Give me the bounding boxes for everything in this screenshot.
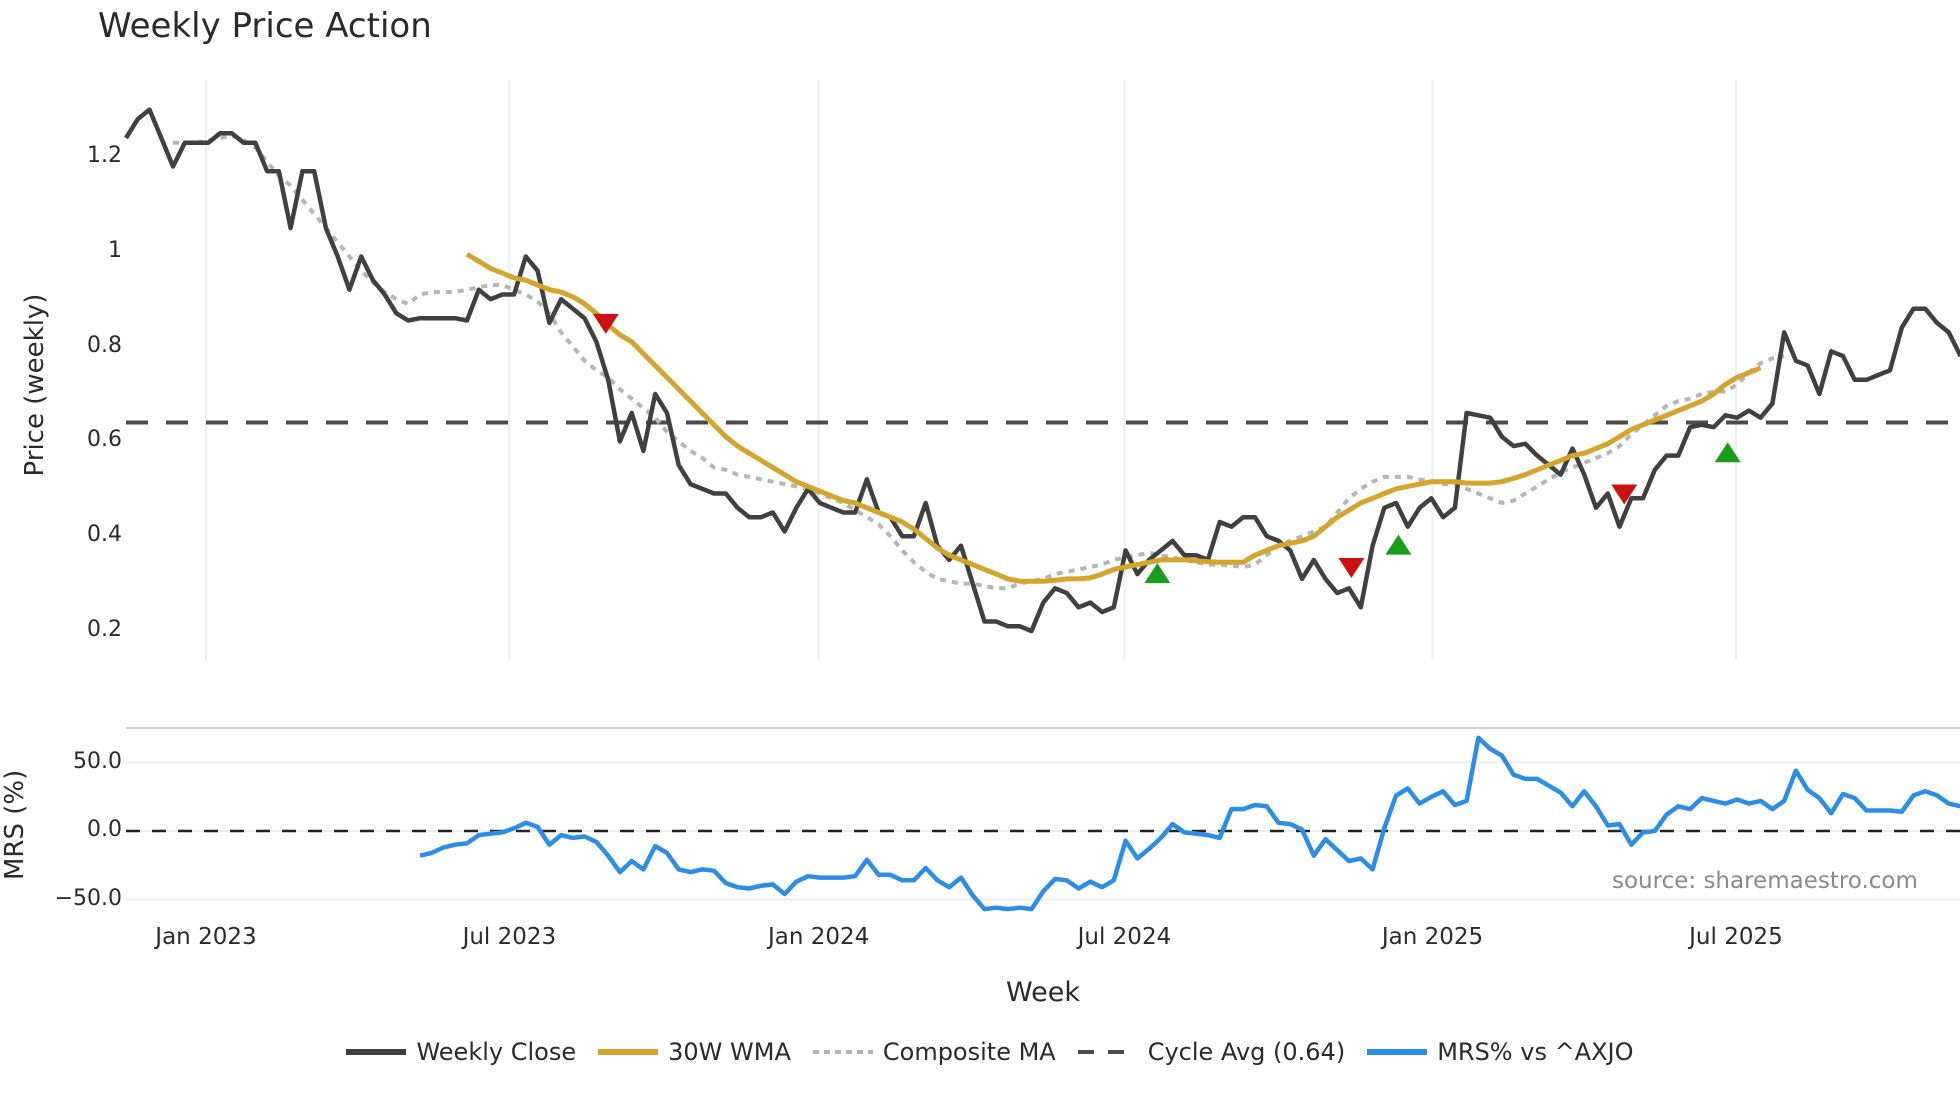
price-tick-label: 0.6 — [87, 427, 122, 453]
legend-item-weekly-close[interactable]: Weekly Close — [346, 1038, 576, 1066]
legend-item-30w-wma[interactable]: 30W WMA — [598, 1038, 791, 1066]
gridlines — [126, 80, 1960, 901]
mrs-axis-label: MRS (%) — [0, 769, 30, 880]
source-note: source: sharemaestro.com — [1612, 868, 1918, 894]
buy-signal-icon — [1144, 563, 1171, 584]
x-tick-label: Jan 2024 — [768, 924, 870, 950]
x-tick-label: Jul 2024 — [1077, 924, 1172, 950]
mrs-tick-label: 0.0 — [87, 817, 122, 842]
buy-signal-icon — [1714, 442, 1741, 463]
sell-signal-icon — [592, 313, 619, 334]
legend-label: MRS% vs ^AXJO — [1437, 1038, 1634, 1066]
sell-signal-icon — [1338, 558, 1365, 579]
x-tick-label: Jul 2023 — [462, 924, 557, 950]
dashed-line-icon — [1077, 1050, 1138, 1054]
buy-signal-icon — [1385, 534, 1412, 555]
chart-title: Weekly Price Action — [98, 6, 432, 46]
legend-label: Weekly Close — [416, 1038, 577, 1066]
solid-line-icon — [1367, 1049, 1428, 1055]
x-tick-label: Jan 2025 — [1381, 924, 1484, 950]
mrs-tick-label: −50.0 — [54, 885, 122, 911]
legend-item-mrs[interactable]: MRS% vs ^AXJO — [1367, 1038, 1634, 1066]
solid-line-icon — [598, 1049, 659, 1055]
weekly-close-line — [124, 107, 1960, 634]
mrs-line — [419, 735, 1960, 912]
price-axis-label: Price (weekly) — [20, 293, 50, 477]
x-tick-label: Jan 2023 — [155, 924, 257, 950]
wma-30w-line — [465, 252, 1762, 584]
sell-signal-icon — [1611, 484, 1638, 505]
x-tick-label: Jul 2025 — [1689, 924, 1783, 950]
legend-label: Cycle Avg (0.64) — [1147, 1038, 1346, 1066]
signal-markers — [592, 313, 1741, 584]
price-tick-label: 1 — [108, 237, 122, 263]
composite-ma-line — [173, 133, 1785, 591]
legend: Weekly Close 30W WMA Composite MA Cycle … — [0, 1038, 1960, 1066]
price-tick-label: 0.4 — [87, 522, 122, 548]
reference-lines — [126, 420, 1960, 833]
mrs-tick-label: 50.0 — [73, 748, 122, 774]
legend-item-composite-ma[interactable]: Composite MA — [812, 1038, 1056, 1066]
price-tick-label: 0.2 — [87, 617, 122, 642]
dotted-line-icon — [812, 1050, 873, 1054]
x-axis-label: Week — [1006, 977, 1080, 1008]
price-tick-label: 0.8 — [87, 332, 122, 358]
solid-line-icon — [346, 1049, 407, 1055]
legend-label: 30W WMA — [668, 1038, 791, 1066]
price-tick-label: 1.2 — [87, 143, 122, 168]
legend-label: Composite MA — [882, 1038, 1056, 1066]
legend-item-cycle-avg[interactable]: Cycle Avg (0.64) — [1077, 1038, 1346, 1066]
series-lines — [124, 107, 1960, 912]
